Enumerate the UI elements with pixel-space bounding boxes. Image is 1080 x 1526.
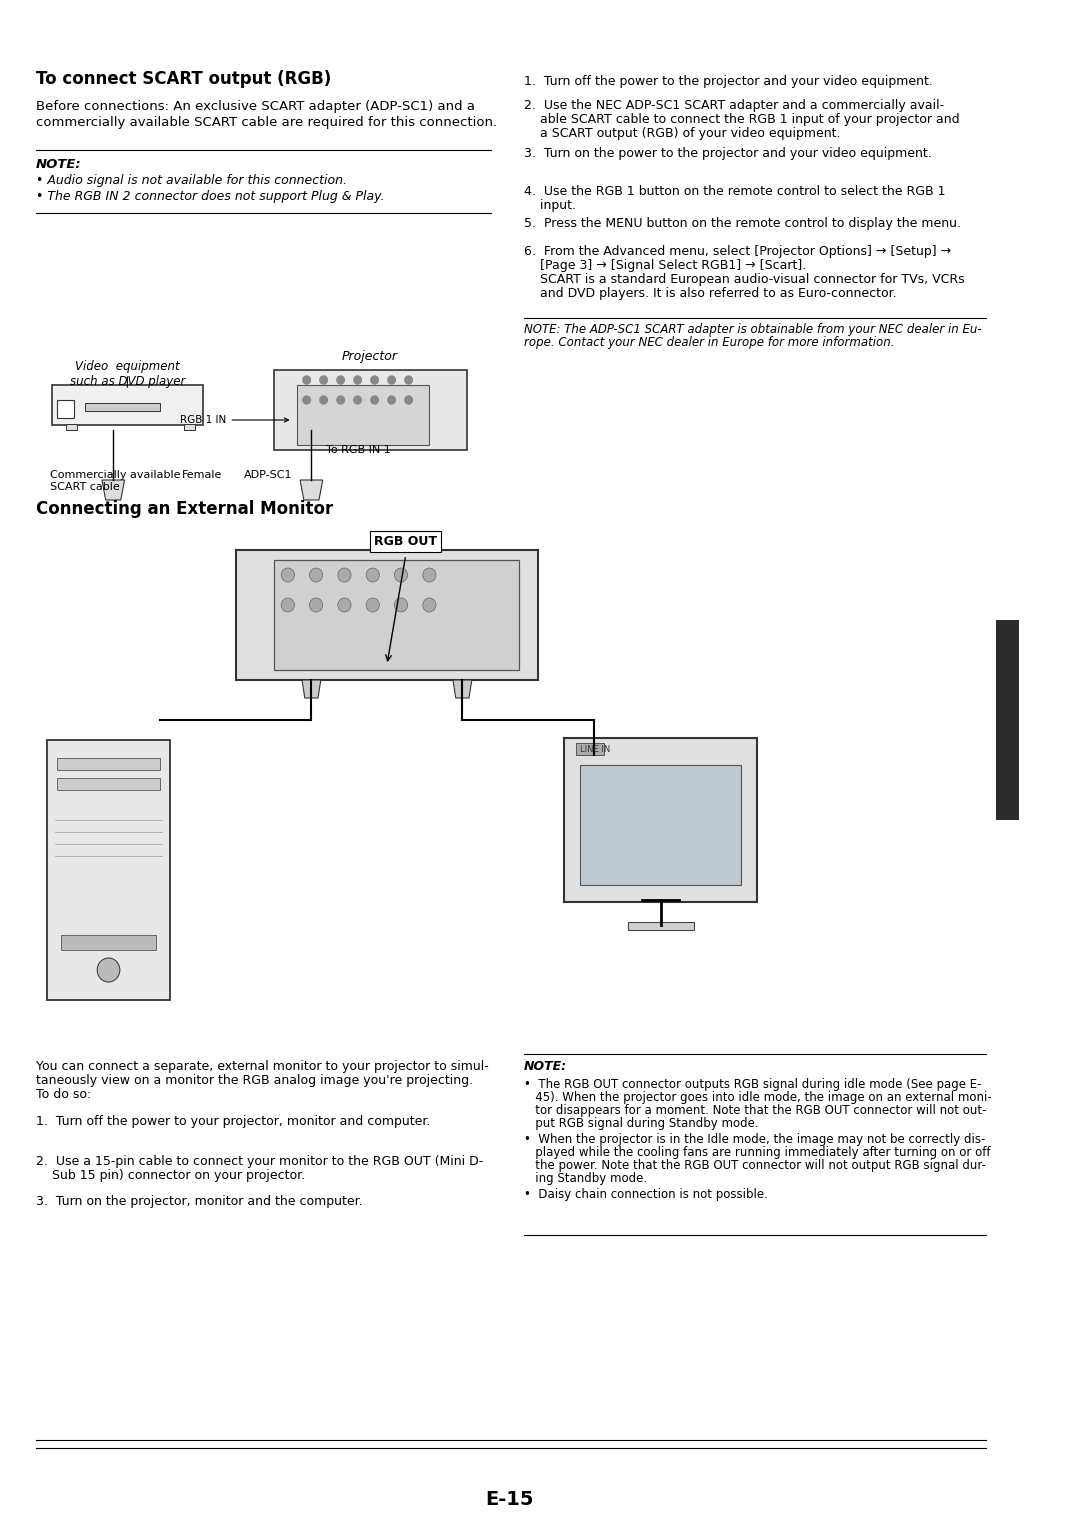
FancyBboxPatch shape [576, 743, 604, 755]
Text: ing Standby mode.: ing Standby mode. [524, 1172, 647, 1186]
Text: Sub 15 pin) connector on your projector.: Sub 15 pin) connector on your projector. [36, 1169, 305, 1183]
FancyBboxPatch shape [56, 778, 161, 790]
Text: 45). When the projector goes into idle mode, the image on an external moni-: 45). When the projector goes into idle m… [524, 1091, 991, 1103]
Text: 2.  Use the NEC ADP-SC1 SCART adapter and a commercially avail-: 2. Use the NEC ADP-SC1 SCART adapter and… [524, 99, 944, 111]
Circle shape [320, 397, 327, 404]
Circle shape [405, 375, 413, 385]
Circle shape [302, 397, 310, 404]
Circle shape [354, 397, 362, 404]
FancyBboxPatch shape [273, 560, 519, 670]
Text: RGB OUT: RGB OUT [375, 536, 437, 548]
Text: put RGB signal during Standby mode.: put RGB signal during Standby mode. [524, 1117, 758, 1129]
Text: the power. Note that the RGB OUT connector will not output RGB signal dur-: the power. Note that the RGB OUT connect… [524, 1160, 986, 1172]
FancyBboxPatch shape [564, 739, 757, 902]
Circle shape [366, 568, 379, 581]
Circle shape [310, 598, 323, 612]
Text: 3.  Turn on the power to the projector and your video equipment.: 3. Turn on the power to the projector an… [524, 146, 931, 160]
Circle shape [302, 375, 310, 385]
Text: a SCART output (RGB) of your video equipment.: a SCART output (RGB) of your video equip… [524, 127, 840, 140]
Text: Projector: Projector [342, 349, 397, 363]
Text: NOTE:: NOTE: [36, 159, 81, 171]
Text: • The RGB IN 2 connector does not support Plug & Play.: • The RGB IN 2 connector does not suppor… [36, 191, 384, 203]
Text: To RGB IN 1: To RGB IN 1 [326, 446, 391, 455]
FancyBboxPatch shape [184, 424, 195, 430]
Text: • Audio signal is not available for this connection.: • Audio signal is not available for this… [36, 174, 347, 188]
Circle shape [422, 598, 436, 612]
FancyBboxPatch shape [627, 922, 693, 929]
Text: played while the cooling fans are running immediately after turning on or off: played while the cooling fans are runnin… [524, 1146, 990, 1160]
Text: Commercially available
SCART cable: Commercially available SCART cable [50, 470, 180, 491]
Text: ADP-SC1: ADP-SC1 [243, 470, 292, 481]
Circle shape [388, 375, 395, 385]
Text: E-15: E-15 [485, 1489, 534, 1509]
Polygon shape [302, 681, 321, 697]
FancyBboxPatch shape [580, 765, 741, 885]
FancyBboxPatch shape [56, 400, 73, 418]
Text: 1.  Turn off the power to your projector, monitor and computer.: 1. Turn off the power to your projector,… [36, 1116, 430, 1128]
Text: 1.  Turn off the power to the projector and your video equipment.: 1. Turn off the power to the projector a… [524, 75, 933, 89]
Text: •  When the projector is in the Idle mode, the image may not be correctly dis-: • When the projector is in the Idle mode… [524, 1132, 985, 1146]
Circle shape [370, 397, 378, 404]
Circle shape [337, 397, 345, 404]
Circle shape [366, 598, 379, 612]
Text: able SCART cable to connect the RGB 1 input of your projector and: able SCART cable to connect the RGB 1 in… [524, 113, 959, 127]
FancyBboxPatch shape [62, 935, 156, 951]
Circle shape [338, 568, 351, 581]
Text: rope. Contact your NEC dealer in Europe for more information.: rope. Contact your NEC dealer in Europe … [524, 336, 894, 349]
Text: 2.  Use a 15-pin cable to connect your monitor to the RGB OUT (Mini D-: 2. Use a 15-pin cable to connect your mo… [36, 1155, 483, 1167]
Polygon shape [453, 681, 472, 697]
Circle shape [310, 568, 323, 581]
FancyBboxPatch shape [297, 385, 430, 446]
Text: taneously view on a monitor the RGB analog image you're projecting.: taneously view on a monitor the RGB anal… [36, 1074, 473, 1087]
Text: [Page 3] → [Signal Select RGB1] → [Scart].: [Page 3] → [Signal Select RGB1] → [Scart… [524, 259, 806, 272]
Text: NOTE: The ADP-SC1 SCART adapter is obtainable from your NEC dealer in Eu-: NOTE: The ADP-SC1 SCART adapter is obtai… [524, 324, 982, 336]
FancyBboxPatch shape [66, 424, 78, 430]
Circle shape [337, 375, 345, 385]
Text: •  Daisy chain connection is not possible.: • Daisy chain connection is not possible… [524, 1189, 768, 1201]
Text: 5.  Press the MENU button on the remote control to display the menu.: 5. Press the MENU button on the remote c… [524, 217, 961, 230]
Text: commercially available SCART cable are required for this connection.: commercially available SCART cable are r… [36, 116, 497, 130]
Text: 3.  Turn on the projector, monitor and the computer.: 3. Turn on the projector, monitor and th… [36, 1195, 363, 1209]
Circle shape [388, 397, 395, 404]
Text: To connect SCART output (RGB): To connect SCART output (RGB) [36, 70, 332, 89]
Text: and DVD players. It is also referred to as Euro-connector.: and DVD players. It is also referred to … [524, 287, 896, 301]
Circle shape [370, 375, 378, 385]
Circle shape [281, 568, 295, 581]
Circle shape [405, 397, 413, 404]
Circle shape [338, 598, 351, 612]
Circle shape [97, 958, 120, 983]
Text: To do so:: To do so: [36, 1088, 91, 1100]
Circle shape [394, 598, 407, 612]
Circle shape [422, 568, 436, 581]
Text: SCART is a standard European audio-visual connector for TVs, VCRs: SCART is a standard European audio-visua… [524, 273, 964, 285]
Text: LINE IN: LINE IN [580, 745, 610, 754]
FancyBboxPatch shape [48, 740, 170, 1000]
Text: Female: Female [183, 470, 222, 481]
FancyBboxPatch shape [56, 758, 161, 771]
Text: 4.  Use the RGB 1 button on the remote control to select the RGB 1: 4. Use the RGB 1 button on the remote co… [524, 185, 945, 198]
Text: NOTE:: NOTE: [524, 1061, 567, 1073]
Text: input.: input. [524, 198, 576, 212]
Circle shape [354, 375, 362, 385]
Circle shape [281, 598, 295, 612]
Text: RGB 1 IN: RGB 1 IN [180, 415, 288, 426]
Polygon shape [102, 481, 124, 501]
Text: tor disappears for a moment. Note that the RGB OUT connector will not out-: tor disappears for a moment. Note that t… [524, 1103, 986, 1117]
Text: Before connections: An exclusive SCART adapter (ADP-SC1) and a: Before connections: An exclusive SCART a… [36, 101, 475, 113]
Text: You can connect a separate, external monitor to your projector to simul-: You can connect a separate, external mon… [36, 1061, 488, 1073]
FancyBboxPatch shape [996, 620, 1020, 819]
Text: Connecting an External Monitor: Connecting an External Monitor [36, 501, 333, 517]
Text: Video  equipment
such as DVD player: Video equipment such as DVD player [70, 360, 185, 388]
FancyBboxPatch shape [235, 549, 538, 681]
Text: •  The RGB OUT connector outputs RGB signal during idle mode (See page E-: • The RGB OUT connector outputs RGB sign… [524, 1077, 982, 1091]
Circle shape [320, 375, 327, 385]
FancyBboxPatch shape [85, 403, 161, 410]
FancyBboxPatch shape [273, 369, 467, 450]
Text: 6.  From the Advanced menu, select [Projector Options] → [Setup] →: 6. From the Advanced menu, select [Proje… [524, 246, 950, 258]
Polygon shape [300, 481, 323, 501]
FancyBboxPatch shape [52, 385, 203, 426]
Circle shape [394, 568, 407, 581]
